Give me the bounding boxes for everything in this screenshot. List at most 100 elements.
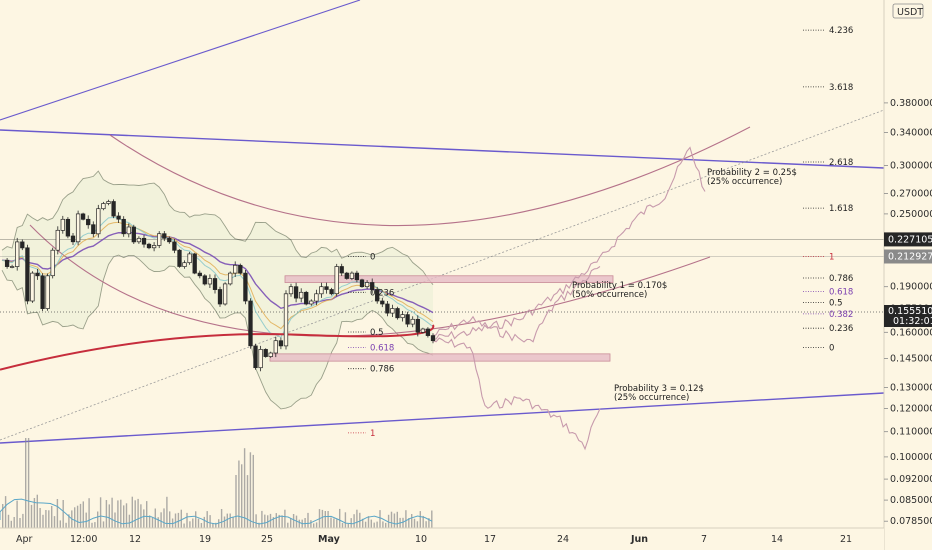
- volume-bar: [390, 511, 393, 528]
- time-label-12: 12: [129, 534, 141, 545]
- volume-bar: [428, 518, 430, 528]
- volume-bar: [258, 522, 260, 528]
- currency-badge[interactable]: USDT: [892, 3, 924, 19]
- candle-body: [405, 314, 410, 325]
- volume-bar: [137, 498, 139, 528]
- time-axis[interactable]: Apr 12:00 12 19 25 May 10 17 24 Jun 7 14…: [0, 527, 884, 550]
- price-tick-label: 0.11000000: [890, 427, 932, 438]
- candle-body: [182, 262, 187, 267]
- volume-bar: [264, 514, 266, 528]
- candle-body: [309, 300, 314, 305]
- annotation-probability-2-line2: (25% occurrence): [707, 177, 782, 187]
- fib-right-label: 0.786: [829, 274, 853, 284]
- volume-bar: [203, 516, 205, 528]
- volume-bar: [220, 509, 223, 528]
- supply-demand-zones[interactable]: [269, 275, 614, 362]
- candle-body: [314, 293, 319, 302]
- volume-bar: [102, 521, 105, 528]
- volume-bar: [45, 510, 47, 528]
- volume-ma-line: [0, 498, 433, 525]
- volume-bar: [235, 475, 237, 528]
- candle-body: [324, 286, 329, 290]
- annotation-probability-3-line2: (25% occurrence): [614, 393, 689, 403]
- volume-bar: [261, 510, 263, 528]
- volume-bar: [255, 514, 257, 528]
- candle-body: [111, 201, 116, 217]
- volume-bar: [359, 512, 361, 528]
- volume-bar: [339, 508, 341, 528]
- price-axis-background: [884, 0, 932, 550]
- volume-bar: [180, 509, 182, 528]
- fib-right-label: 3.618: [829, 83, 853, 93]
- candle-body: [430, 335, 436, 342]
- candle-body: [207, 278, 213, 285]
- candle-body: [329, 289, 334, 295]
- volume-bar: [195, 511, 197, 528]
- volume-bar: [160, 512, 162, 528]
- time-label-jun: Jun: [630, 534, 648, 545]
- candle-body: [75, 213, 81, 243]
- projection-path-2: [432, 146, 706, 340]
- volume-bar: [7, 514, 10, 528]
- candle-body: [344, 272, 349, 279]
- volume-bar: [143, 509, 145, 528]
- volume-bar: [59, 520, 61, 528]
- candle-body: [304, 291, 309, 305]
- volume-bar: [232, 516, 234, 528]
- annotation-probability-2[interactable]: Probability 2 = 0.25$ (25% occurrence): [707, 168, 797, 187]
- volume-bar: [307, 512, 309, 528]
- candle-body: [222, 283, 228, 305]
- volume-bar: [393, 513, 396, 528]
- volume-bar: [425, 521, 427, 528]
- candle-body: [116, 215, 121, 220]
- volume-bar: [298, 519, 300, 528]
- volume-bar: [105, 500, 108, 528]
- volume-bar: [382, 521, 384, 528]
- fib-levels: 00.2360.50.6180.78614.2363.6182.6181.618…: [348, 26, 853, 439]
- candle-body: [354, 272, 360, 281]
- volume-bar: [74, 507, 76, 528]
- price-badge-label: 0.21292712: [888, 252, 932, 263]
- volume-bar: [192, 518, 194, 528]
- price-tick-label: 0.08500000: [890, 495, 932, 506]
- volume-bar: [223, 516, 226, 528]
- candle-body: [40, 275, 45, 309]
- volume-bar: [281, 515, 283, 528]
- volume-bar: [48, 510, 50, 528]
- volume-bar: [229, 513, 231, 528]
- candle-body: [131, 226, 136, 243]
- price-badge-label: 0.22710561: [888, 234, 932, 245]
- candle-body: [248, 300, 253, 347]
- volume-bar: [373, 522, 375, 528]
- volume-bar: [166, 496, 168, 528]
- candle-body: [334, 266, 339, 295]
- candles[interactable]: [4, 199, 436, 372]
- annotation-probability-3[interactable]: Probability 3 = 0.12$ (25% occurrence): [614, 384, 704, 403]
- price-tick-label: 0.14500000: [890, 353, 932, 364]
- volume-bar: [347, 523, 349, 528]
- volume-bar: [39, 508, 41, 528]
- volume-bar: [272, 517, 275, 528]
- price-tick-label: 0.13000000: [890, 382, 932, 393]
- volume-bar: [200, 523, 203, 528]
- volume-bar: [295, 515, 298, 528]
- candle-body: [55, 229, 60, 251]
- candle-body: [339, 266, 344, 274]
- price-axis[interactable]: 0.38000000 0.34000000 0.30000000 0.27000000…: [883, 0, 932, 550]
- volume-bar: [30, 504, 33, 528]
- volume-bar: [16, 500, 18, 528]
- volume-bar: [169, 511, 171, 528]
- volume-bar: [140, 504, 142, 528]
- trend-lines[interactable]: [0, 0, 885, 444]
- volume-bar: [356, 509, 358, 528]
- candle-body: [80, 213, 86, 220]
- candle-body: [126, 226, 131, 235]
- fib-right-label: 0.382: [829, 310, 853, 320]
- volume-bar: [51, 506, 53, 528]
- volume-bar: [405, 510, 407, 528]
- candle-body: [20, 241, 25, 249]
- annotation-probability-1[interactable]: Probability 1 = 0.170$ (50% occurrence): [572, 281, 667, 300]
- volume-bar: [10, 520, 12, 528]
- price-tick-label: 0.19000000: [890, 282, 932, 293]
